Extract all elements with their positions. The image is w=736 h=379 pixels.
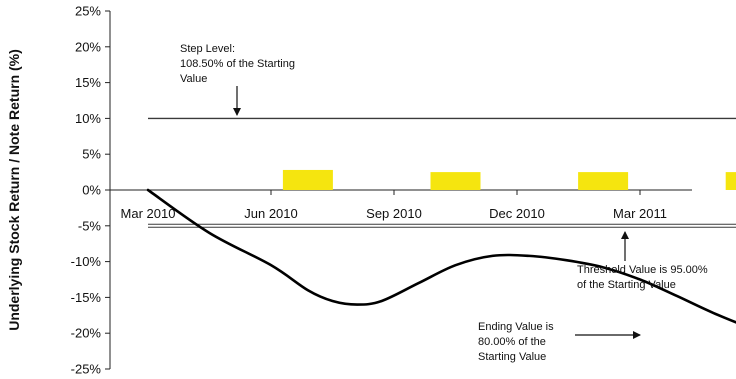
y-tick-label: -5%: [78, 218, 102, 233]
x-tick-label: Jun 2010: [244, 206, 298, 221]
x-tick-label: Sep 2010: [366, 206, 422, 221]
annotations-layer: Step Level: 108.50% of the Starting Value T…: [180, 43, 708, 363]
annotation-text: 80.00% of the: [478, 336, 546, 348]
annotation-text: Ending Value is: [478, 321, 554, 333]
y-axis-label: Underlying Stock Return / Note Return (%…: [6, 49, 22, 331]
coupon-bar: [726, 172, 736, 190]
bars-layer: [283, 170, 736, 190]
y-tick-label: 15%: [75, 75, 101, 90]
x-tick-label: Mar 2010: [121, 206, 176, 221]
annotation-text: 108.50% of the Starting: [180, 58, 295, 70]
annotation-text: Threshold Value is 95.00%: [577, 264, 708, 276]
y-tick-label: -25%: [71, 362, 102, 377]
y-tick-label: 25%: [75, 4, 101, 19]
coupon-bar: [578, 172, 628, 190]
coupon-bar: [431, 172, 481, 190]
annotation: Ending Value is 80.00% of the Starting Val…: [478, 321, 554, 363]
annotation-text: Value: [180, 73, 207, 85]
annotation-text: Step Level:: [180, 43, 235, 55]
coupon-bar: [283, 170, 333, 190]
y-tick-label: -15%: [71, 290, 102, 305]
y-tick-label: 10%: [75, 111, 101, 126]
y-tick-label: 0%: [82, 183, 101, 198]
annotation-text: Starting Value: [478, 351, 546, 363]
annotation: Threshold Value is 95.00% of the Starting…: [577, 264, 708, 291]
x-tick-label: Dec 2010: [489, 206, 545, 221]
annotation: Step Level: 108.50% of the Starting Value: [180, 43, 295, 85]
y-tick-label: -20%: [71, 326, 102, 341]
lines-layer: [148, 118, 736, 333]
y-tick-label: 5%: [82, 147, 101, 162]
y-tick-label: 20%: [75, 39, 101, 54]
x-tick-label: Mar 2011: [613, 206, 667, 221]
y-tick-label: -10%: [71, 254, 102, 269]
annotation-text: of the Starting Value: [577, 279, 676, 291]
